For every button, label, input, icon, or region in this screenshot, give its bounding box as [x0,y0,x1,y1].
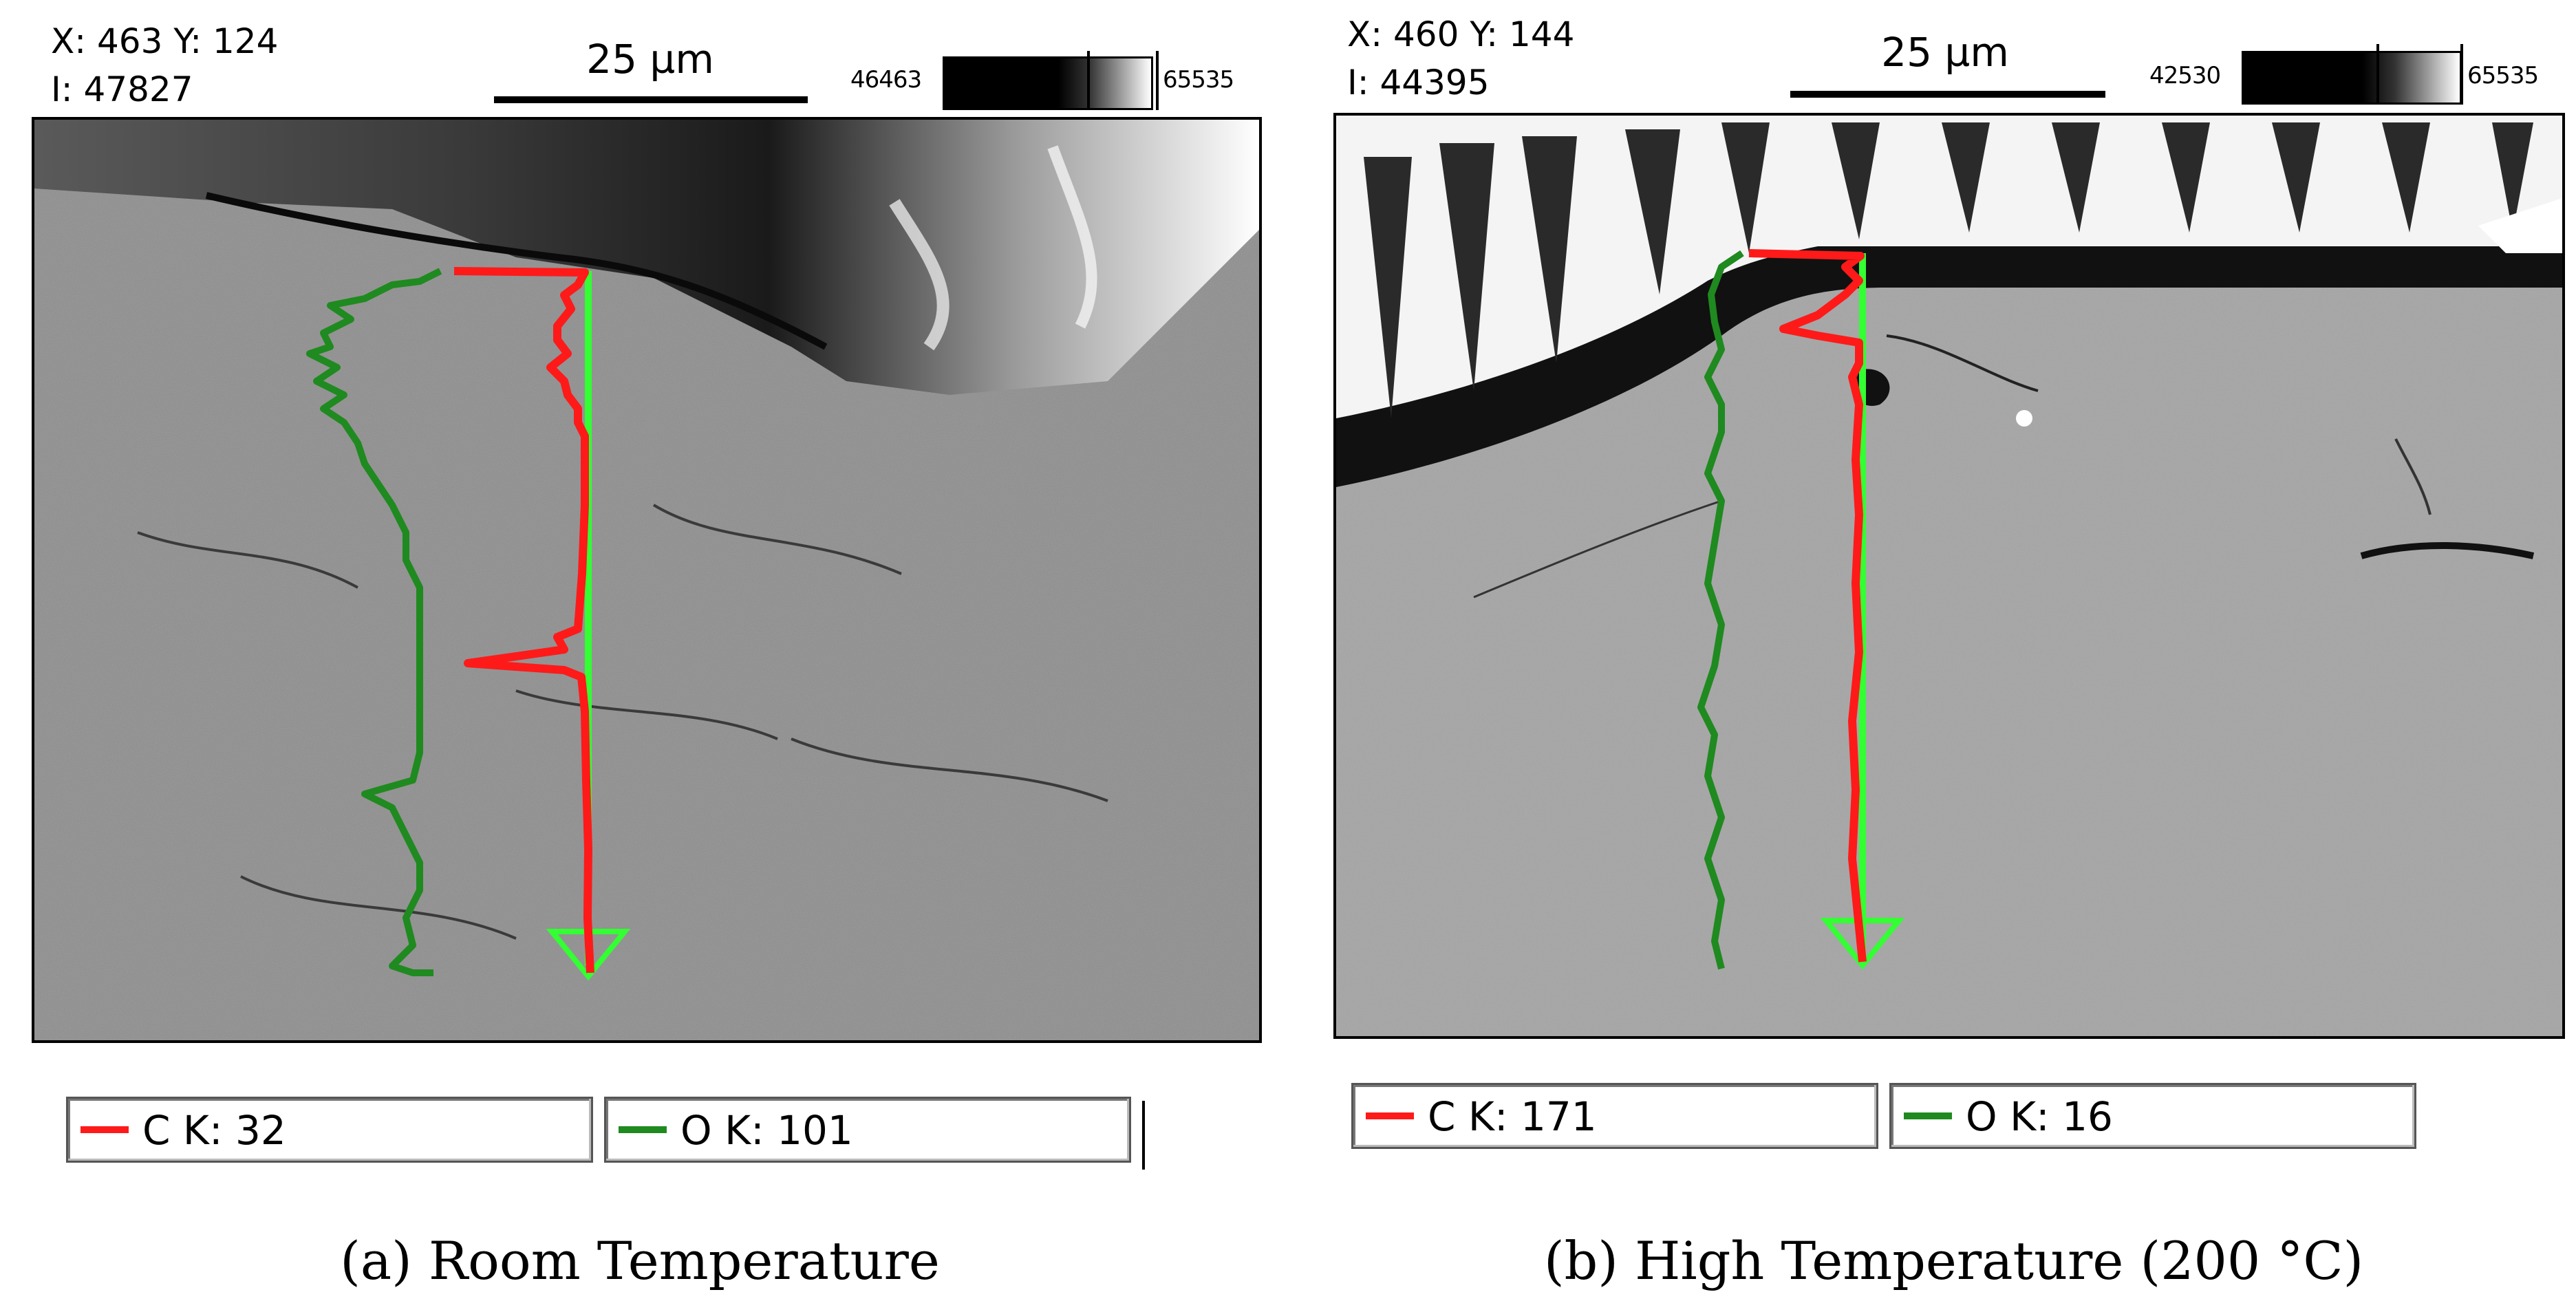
carbon-profile-line [1748,249,1867,963]
micro-crack-3 [2394,438,2432,515]
legend-separator [1142,1101,1145,1170]
oxygen-profile-line [306,268,442,976]
micro-crack-1 [1886,334,2039,392]
carbon-swatch [80,1126,129,1133]
caption-a: (a) Room Temperature [340,1230,940,1291]
gray-scale-end-tick [2460,44,2463,105]
caption-b: (b) High Temperature (200 °C) [1544,1230,2364,1291]
micro-crack-2 [2360,542,2535,559]
sem-image-b[interactable] [1333,113,2565,1039]
panel-a: X: 463 Y: 124 I: 47827 25 µm 46463 65535 [0,0,1280,1312]
legend-oxygen: O K: 101 [604,1097,1131,1163]
gray-scale-gradient[interactable] [2242,51,2462,105]
gray-scale-cursor-tick [1087,51,1090,110]
sem-image-b-canvas [1336,116,2562,1036]
carbon-legend-label: C K: 171 [1428,1093,1597,1140]
bright-particle [2016,410,2032,427]
cursor-coordinates: X: 460 Y: 144 [1347,14,1575,54]
gray-scale-max: 65535 [1163,66,1234,94]
gray-scale-end-tick [1156,51,1159,110]
gray-scale-gradient[interactable] [943,56,1153,110]
oxygen-legend-label: O K: 101 [680,1107,853,1154]
scale-bar-label: 25 µm [1881,29,2009,76]
bright-streak-2 [1047,145,1097,329]
carbon-swatch [1366,1112,1414,1119]
panel-b: X: 460 Y: 144 I: 44395 25 µm 42530 65535 [1296,0,2576,1312]
columnar-grains [1364,122,2533,418]
micro-crack-4 [1473,499,1722,599]
micro-crack-2 [652,504,902,575]
carbon-profile-line [453,267,594,974]
micro-crack-3 [240,875,517,940]
surface-ledge [2478,198,2562,253]
oxygen-swatch [1904,1112,1952,1119]
sem-image-a[interactable] [32,117,1262,1043]
bright-streak-1 [889,199,949,351]
gray-scale-min: 46463 [850,66,922,94]
coating-layer [34,120,1259,395]
gray-scale-min: 42530 [2149,62,2221,89]
legend-carbon: C K: 32 [66,1097,593,1163]
legend-carbon: C K: 171 [1351,1083,1878,1149]
scale-bar-label: 25 µm [586,36,714,83]
gray-scale-cursor-tick [2376,44,2379,105]
oxygen-swatch [619,1126,667,1133]
scale-bar [1790,91,2105,98]
micro-crack-4 [791,738,1108,802]
carbon-legend-label: C K: 32 [142,1107,286,1154]
micro-crack-1 [137,531,358,589]
scale-bar [494,96,808,103]
sem-image-a-canvas [34,120,1259,1040]
oxygen-legend-label: O K: 16 [1966,1093,2113,1140]
cursor-intensity: I: 47827 [51,69,193,109]
cursor-intensity: I: 44395 [1347,63,1490,103]
gray-scale-max: 65535 [2467,62,2539,89]
micro-crack-5 [515,689,778,740]
cursor-coordinates: X: 463 Y: 124 [51,21,279,61]
interface-crack [205,192,828,350]
oxygen-profile-line [1697,250,1744,970]
legend-oxygen: O K: 16 [1889,1083,2416,1149]
